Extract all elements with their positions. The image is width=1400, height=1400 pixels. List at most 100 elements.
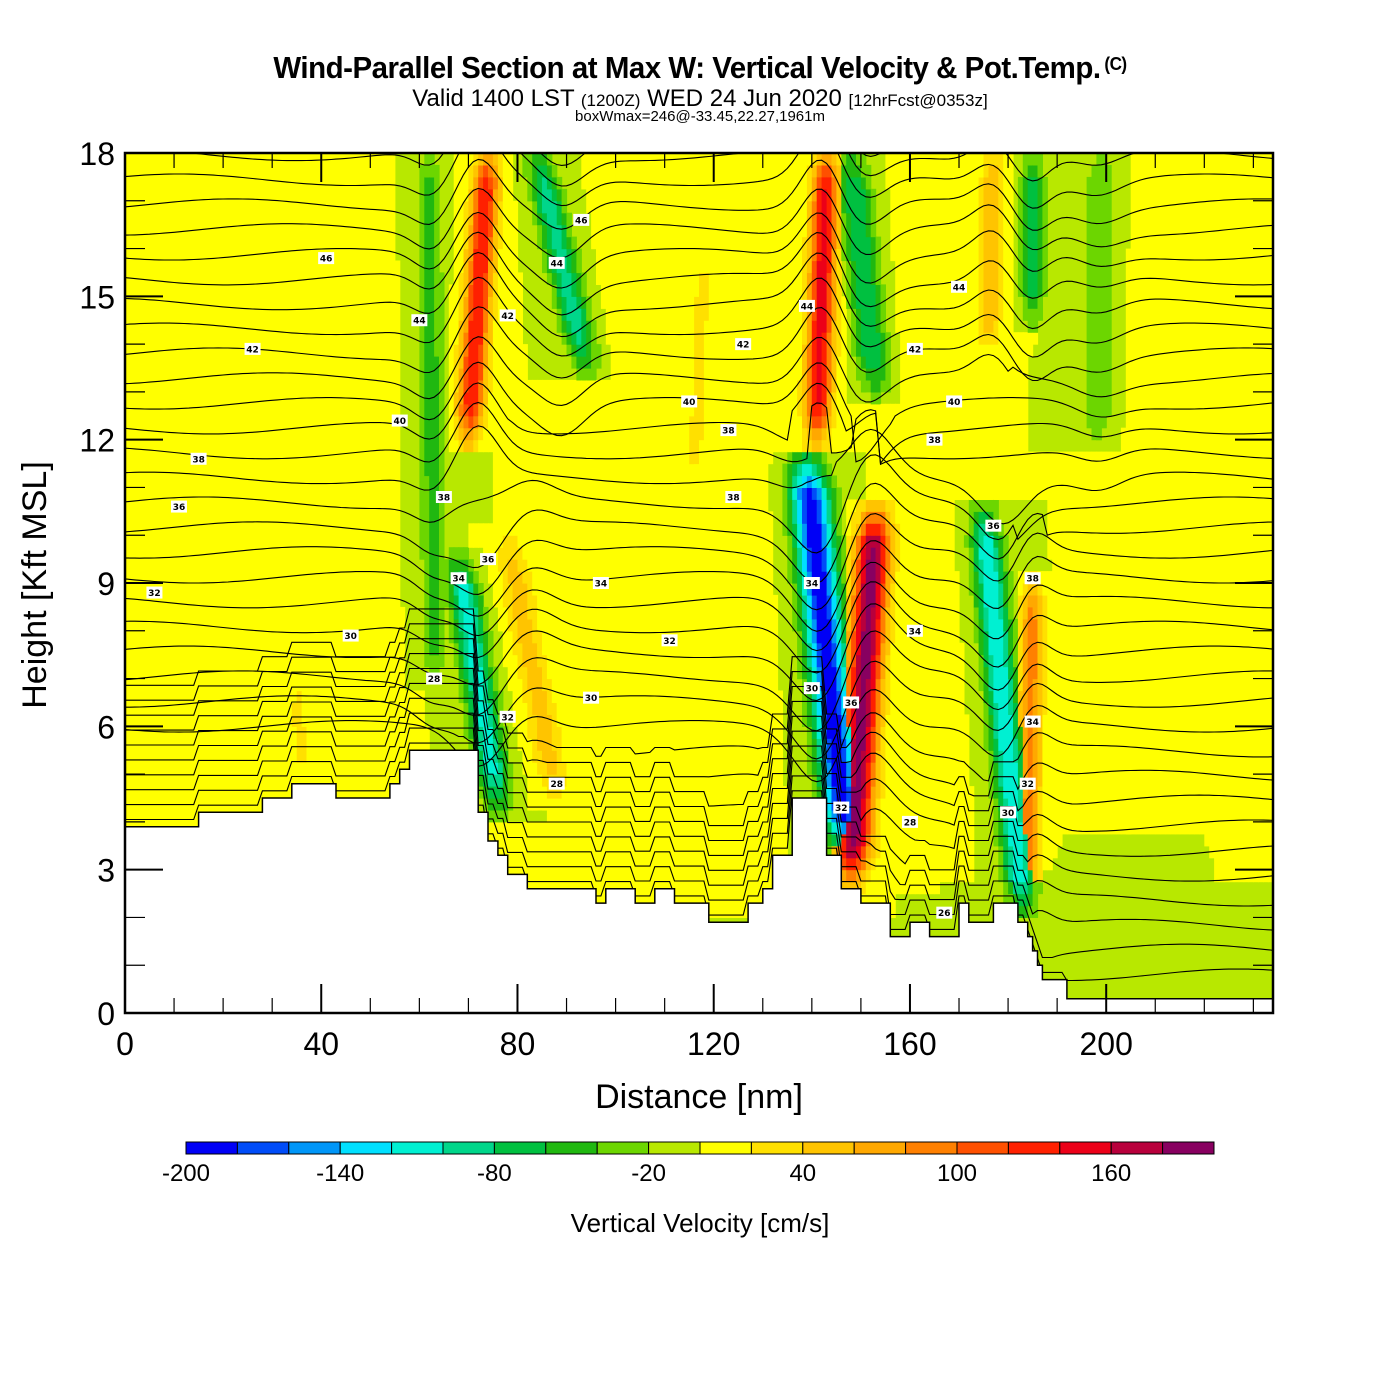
velocity-cell — [836, 571, 842, 596]
velocity-cell — [826, 618, 833, 739]
contour-label-text: 36 — [173, 503, 186, 513]
velocity-cell — [885, 535, 891, 572]
velocity-cell — [699, 272, 705, 441]
velocity-cell — [463, 427, 469, 441]
velocity-cell — [453, 391, 460, 417]
velocity-cell — [532, 714, 538, 763]
velocity-cell — [458, 559, 465, 572]
velocity-cell — [865, 379, 872, 393]
velocity-cell — [993, 547, 999, 572]
velocity-cell — [600, 379, 607, 918]
velocity-cell — [507, 559, 514, 584]
velocity-cell — [993, 344, 999, 500]
y-tick-label: 0 — [97, 996, 115, 1032]
velocity-cell — [777, 153, 783, 453]
velocity-cell — [993, 535, 999, 548]
velocity-cell — [870, 236, 877, 285]
velocity-cell — [841, 535, 847, 584]
velocity-cell — [856, 535, 862, 560]
velocity-cell — [875, 798, 882, 859]
velocity-cell — [483, 403, 489, 429]
colorbar-swatch — [853, 1141, 907, 1155]
contour-label: 28 — [548, 777, 565, 790]
theta-contour-line — [125, 336, 1273, 406]
contour-label: 34 — [906, 624, 923, 637]
velocity-cell — [998, 583, 1004, 620]
velocity-cell — [856, 594, 862, 620]
velocity-cell — [458, 583, 465, 608]
velocity-cell — [684, 153, 690, 918]
velocity-cell — [571, 332, 577, 345]
velocity-cell — [802, 642, 808, 680]
velocity-cell — [463, 296, 469, 333]
theta-contour-line — [125, 581, 1273, 674]
contour-label: 46 — [573, 213, 590, 226]
velocity-cell — [792, 583, 798, 632]
velocity-cell — [1022, 296, 1029, 321]
velocity-cell — [875, 368, 882, 393]
velocity-cell — [473, 427, 479, 441]
velocity-cell — [816, 487, 823, 500]
velocity-cell — [1125, 248, 1132, 835]
velocity-cell — [1101, 153, 1107, 429]
velocity-cell — [797, 415, 803, 453]
velocity-cell — [542, 786, 548, 811]
velocity-cell — [571, 379, 577, 918]
velocity-cell — [865, 403, 872, 500]
velocity-cell — [488, 391, 494, 453]
velocity-cell — [1228, 153, 1235, 883]
velocity-cell — [571, 248, 577, 274]
velocity-cell — [983, 344, 989, 500]
velocity-cell — [1022, 153, 1029, 178]
velocity-cell — [885, 523, 891, 536]
velocity-cell — [797, 475, 803, 488]
velocity-cell — [355, 153, 362, 918]
velocity-cell — [1003, 606, 1009, 632]
velocity-cell — [492, 164, 499, 178]
contour-label-text: 38 — [192, 455, 205, 465]
velocity-cell — [478, 164, 484, 178]
velocity-cell — [880, 583, 886, 608]
velocity-cell — [551, 379, 558, 703]
velocity-cell — [591, 320, 597, 381]
velocity-cell — [811, 415, 818, 429]
velocity-cell — [723, 153, 729, 918]
velocity-cell — [1032, 176, 1039, 297]
x-tick-label: 80 — [500, 1026, 536, 1062]
velocity-cell — [831, 594, 837, 620]
velocity-cell — [973, 523, 980, 572]
velocity-cell — [856, 702, 862, 835]
velocity-cell — [988, 344, 994, 500]
contour-label-text: 28 — [904, 818, 917, 828]
velocity-cell — [963, 535, 970, 548]
velocity-cell — [488, 188, 494, 202]
velocity-cell — [468, 415, 474, 429]
velocity-cell — [561, 296, 568, 321]
velocity-cell — [1032, 618, 1039, 680]
velocity-cell — [453, 559, 460, 572]
contour-label-text: 30 — [806, 685, 819, 695]
velocity-cell — [880, 332, 886, 381]
theta-contour-line — [125, 401, 1273, 466]
velocity-cell — [1027, 606, 1034, 871]
velocity-cell — [473, 606, 479, 644]
velocity-cell — [993, 738, 999, 763]
velocity-cell — [885, 153, 891, 190]
velocity-cell — [1062, 451, 1068, 835]
velocity-cell — [223, 153, 229, 918]
velocity-cell — [968, 547, 975, 596]
velocity-cell — [880, 535, 886, 584]
velocity-cell — [546, 188, 553, 226]
velocity-cell — [860, 547, 867, 584]
velocity-cell — [389, 153, 396, 918]
velocity-cell — [556, 308, 563, 333]
velocity-cell — [875, 857, 882, 918]
velocity-cell — [478, 786, 484, 799]
velocity-cell — [586, 320, 592, 369]
velocity-cell — [473, 583, 479, 596]
velocity-cell — [978, 583, 985, 620]
velocity-cell — [625, 153, 631, 918]
velocity-cell — [821, 475, 828, 488]
velocity-cell — [1032, 678, 1039, 859]
velocity-cell — [488, 200, 494, 238]
